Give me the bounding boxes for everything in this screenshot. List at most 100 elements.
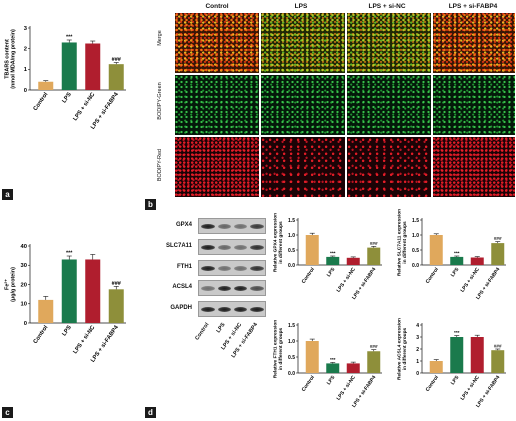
slc7a11-bar-chart: Relative SLC7A11 expressionin different …: [397, 209, 506, 301]
tbars-bar: [85, 43, 101, 90]
tbars-y-tick-label: 2: [24, 46, 27, 52]
tbars-x-tick-label: LPS: [62, 92, 73, 105]
gpx4-bar-chart: Relative GPX4 expressionin different gro…: [273, 213, 382, 301]
tbars-y-tick-label: 0: [24, 88, 27, 94]
fe-bar: [108, 289, 124, 323]
gpx4-y-tick-label: 1.0: [288, 233, 295, 239]
gpx4-x-tick-label: Control: [301, 266, 316, 285]
tbars-y-tick-label: 1: [24, 67, 28, 73]
gpx4-bar: [305, 235, 319, 265]
slc7a11-bar: [429, 235, 443, 265]
slc7a11-x-tick-label: Control: [425, 266, 440, 285]
slc7a11-y-tick-label: 0.0: [412, 263, 419, 269]
wb-label-gapdh: GAPDH: [170, 305, 192, 311]
row-label-bodipy-green: BODIPY-Green: [157, 82, 163, 120]
blot-strip-fth1: [198, 260, 266, 276]
fe-x-tick-label: Control: [33, 324, 50, 345]
acsl4-x-tick-label: LPS: [450, 374, 461, 386]
fth1-y-axis-label: Relative FTH1 expressionin different gro…: [273, 320, 284, 378]
tbars-bar: [38, 81, 54, 90]
wb-label-fth1: FTH1: [177, 264, 192, 270]
acsl4-x-tick-label: LPS + si-NC: [460, 374, 481, 401]
panel-label-c: c: [2, 407, 13, 418]
row-label-bodipy-red: BODIPY-Red: [157, 148, 163, 182]
fe-bar: [61, 259, 77, 323]
fe-x-tick-label: LPS + si-NC: [73, 324, 97, 355]
acsl4-x-tick-label: Control: [425, 374, 440, 393]
micro-red-lps-si-fabp4: [432, 136, 516, 198]
fe-bar-chart: Fe²⁺(μg/g protein) 0 10 20 30 40 Control *** LPS…: [5, 244, 126, 364]
tbars-significance-label: ***: [66, 34, 73, 40]
fth1-bar: [305, 341, 319, 373]
micro-green-lps: [260, 74, 346, 136]
slc7a11-bar: [491, 243, 505, 265]
acsl4-y-axis-label: Relative ACSL4 expressionin different gr…: [397, 318, 408, 380]
gpx4-bar: [367, 247, 381, 265]
acsl4-bar: [429, 361, 443, 373]
micro-red-control: [174, 136, 260, 198]
slc7a11-x-tick-label: LPS + si-NC: [460, 266, 481, 293]
slc7a11-y-tick-label: 1.0: [412, 233, 419, 239]
tbars-significance-label: ###: [112, 57, 121, 63]
fe-y-tick-label: 10: [21, 302, 27, 308]
acsl4-bar: [491, 350, 505, 373]
panel-label-d: d: [145, 407, 156, 418]
micro-merge-lps: [260, 12, 346, 74]
gpx4-y-axis-label: Relative GPX4 expressionin different gro…: [273, 213, 284, 272]
column-header-control: Control: [205, 3, 229, 10]
panel-label-b: b: [145, 199, 156, 210]
micro-red-lps: [260, 136, 346, 198]
gpx4-bar: [346, 257, 360, 265]
micro-merge-lps-si-fabp4: [432, 12, 516, 74]
acsl4-significance-label: ***: [454, 330, 460, 335]
acsl4-significance-label: ###: [494, 344, 502, 349]
tbars-x-tick-label: Control: [33, 91, 50, 112]
fth1-bar: [326, 363, 340, 373]
fth1-x-tick-label: Control: [301, 374, 316, 393]
slc7a11-y-tick-label: 0.5: [412, 248, 419, 254]
gpx4-y-tick-label: 1.5: [288, 218, 295, 224]
gpx4-y-tick-label: 0.5: [288, 248, 295, 254]
fe-y-tick-label: 30: [21, 263, 27, 269]
acsl4-bar: [450, 337, 464, 373]
acsl4-bar: [470, 337, 484, 373]
acsl4-y-tick-label: 4: [416, 323, 419, 329]
wb-label-slc7a11: SLC7A11: [165, 243, 192, 249]
tbars-y-axis-label: TBARS content(nmol MDA/mg protein): [5, 29, 17, 89]
tbars-x-tick-label: LPS + si-NC: [73, 91, 97, 122]
column-header-lps: LPS: [294, 3, 308, 10]
fth1-x-tick-label: LPS: [326, 374, 337, 386]
gpx4-x-tick-label: LPS: [326, 266, 337, 278]
row-label-merge: Merge: [157, 30, 163, 46]
slc7a11-x-tick-label: LPS: [450, 266, 461, 278]
acsl4-bar-chart: Relative ACSL4 expressionin different gr…: [397, 318, 506, 409]
fe-y-tick-label: 40: [21, 244, 27, 250]
fe-bar: [85, 259, 101, 323]
blot-strip-slc7a11: [198, 239, 266, 255]
acsl4-y-tick-label: 3: [416, 335, 419, 341]
gpx4-bar: [326, 256, 340, 265]
fe-significance-label: ***: [66, 251, 73, 257]
blot-strip-gpx4: [198, 218, 266, 234]
slc7a11-significance-label: ***: [454, 251, 460, 256]
slc7a11-y-axis-label: Relative SLC7A11 expressionin different …: [397, 209, 408, 276]
wb-label-gpx4: GPX4: [175, 222, 192, 228]
wb-lane-label-lps: LPS: [215, 322, 227, 335]
panel-label-a: a: [2, 189, 13, 200]
micro-merge-lps-si-nc: [346, 12, 432, 74]
fth1-x-tick-label: LPS + si-NC: [336, 374, 357, 401]
fth1-bar: [346, 363, 360, 373]
fth1-y-tick-label: 0.5: [288, 355, 295, 361]
acsl4-y-tick-label: 2: [416, 347, 419, 353]
micro-green-lps-si-fabp4: [432, 74, 516, 136]
micro-red-lps-si-nc: [346, 136, 432, 198]
blot-strip-gapdh: [198, 301, 266, 317]
column-header-lps-si-fabp4: LPS + si-FABP4: [448, 3, 498, 10]
gpx4-x-tick-label: LPS + si-NC: [336, 266, 357, 293]
fth1-bar-chart: Relative FTH1 expressionin different gro…: [273, 320, 382, 409]
fe-x-tick-label: LPS: [62, 325, 73, 338]
acsl4-y-tick-label: 1: [416, 359, 419, 365]
wb-lane-label-control: Control: [194, 322, 211, 342]
micro-merge-control: [174, 12, 260, 74]
slc7a11-significance-label: ###: [494, 236, 502, 241]
